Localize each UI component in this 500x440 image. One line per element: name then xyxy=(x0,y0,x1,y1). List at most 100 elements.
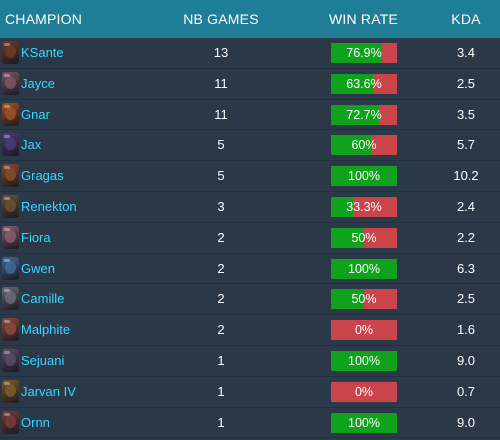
kda-value: 2.4 xyxy=(456,198,476,214)
champion-name[interactable]: Fiora xyxy=(21,229,51,245)
kda-value: 0.7 xyxy=(456,383,476,399)
gwen-portrait-icon xyxy=(2,256,19,280)
games-count: 2 xyxy=(217,322,225,338)
win-rate-label: 0% xyxy=(354,323,374,338)
table-row[interactable]: Jarvan IV 1 0% 0.7 xyxy=(0,377,500,408)
table-row[interactable]: Sejuani 1 100% 9.0 xyxy=(0,346,500,377)
win-rate-label: 76.9% xyxy=(346,46,382,60)
win-rate-label: 0% xyxy=(354,384,374,399)
games-count: 5 xyxy=(217,168,225,184)
champion-name[interactable]: Camille xyxy=(21,291,65,307)
gnar-portrait-icon xyxy=(2,102,19,126)
jarvan-iv-portrait-icon xyxy=(2,379,19,403)
win-rate-bar: 100% xyxy=(331,258,397,279)
champion-name[interactable]: Gwen xyxy=(21,260,55,276)
table-row[interactable]: Gwen 2 100% 6.3 xyxy=(0,254,500,285)
win-rate-fill xyxy=(331,104,379,125)
win-rate-fill xyxy=(331,289,364,310)
kda-value: 3.4 xyxy=(456,45,476,60)
table-row[interactable]: Malphite 2 0% 1.6 xyxy=(0,315,500,346)
table-row[interactable]: Camille 2 50% 2.5 xyxy=(0,284,500,316)
champion-name[interactable]: Jarvan IV xyxy=(21,383,76,399)
win-rate-bar: 76.9% xyxy=(331,43,397,63)
games-count: 2 xyxy=(217,291,225,307)
kda-value: 6.3 xyxy=(456,260,476,276)
renekton-portrait-icon xyxy=(2,194,19,218)
games-count: 1 xyxy=(217,414,225,430)
games-count: 2 xyxy=(217,229,225,245)
fiora-portrait-icon xyxy=(2,225,19,249)
kda-value: 9.0 xyxy=(456,414,476,430)
games-count: 2 xyxy=(217,260,225,276)
champion-name[interactable]: Jayce xyxy=(21,75,55,91)
win-rate-bar: 33.3% xyxy=(331,196,397,217)
table-row[interactable]: Gragas 5 100% 10.2 xyxy=(0,161,500,192)
win-rate-fill xyxy=(331,350,397,371)
table-row[interactable]: Fiora 2 50% 2.2 xyxy=(0,223,500,254)
win-rate-fill xyxy=(331,43,382,63)
ornn-portrait-icon xyxy=(2,410,19,434)
win-rate-label: 100% xyxy=(348,261,380,276)
win-rate-label: 50% xyxy=(351,230,377,245)
champion-name[interactable]: Renekton xyxy=(21,198,77,214)
table-row[interactable]: Gnar 11 72.7% 3.5 xyxy=(0,100,500,131)
camille-portrait-icon xyxy=(2,287,19,311)
win-rate-label: 60% xyxy=(351,138,377,153)
win-rate-bar: 60% xyxy=(331,135,397,156)
win-rate-bar: 50% xyxy=(331,227,397,248)
table-row[interactable]: Jayce 11 63.6% 2.5 xyxy=(0,69,500,100)
win-rate-label: 72.7% xyxy=(346,107,382,122)
games-count: 13 xyxy=(213,45,229,60)
champion-name[interactable]: KSante xyxy=(21,45,64,60)
games-count: 5 xyxy=(217,137,225,153)
champion-name[interactable]: Jax xyxy=(21,137,42,153)
kda-value: 2.2 xyxy=(456,229,476,245)
kda-value: 2.5 xyxy=(456,75,476,91)
win-rate-bar: 0% xyxy=(331,320,397,341)
jax-portrait-icon xyxy=(2,133,19,157)
win-rate-fill xyxy=(331,73,373,94)
win-rate-fill xyxy=(331,227,364,248)
gragas-portrait-icon xyxy=(2,164,19,188)
column-header-kda[interactable]: KDA xyxy=(451,11,481,27)
win-rate-label: 33.3% xyxy=(346,199,382,214)
kda-value: 9.0 xyxy=(456,352,476,368)
win-rate-label: 63.6% xyxy=(346,76,382,91)
win-rate-fill xyxy=(331,196,353,217)
win-rate-label: 100% xyxy=(348,169,380,184)
column-header-games[interactable]: NB GAMES xyxy=(183,11,259,27)
games-count: 11 xyxy=(214,106,228,122)
win-rate-label: 50% xyxy=(351,292,377,307)
win-rate-bar: 100% xyxy=(331,350,397,371)
champion-name[interactable]: Sejuani xyxy=(21,352,65,368)
win-rate-fill xyxy=(331,166,397,187)
games-count: 1 xyxy=(217,352,225,368)
win-rate-label: 100% xyxy=(348,353,380,368)
win-rate-bar: 50% xyxy=(331,289,397,310)
win-rate-bar: 100% xyxy=(331,412,397,433)
table-row[interactable]: Renekton 3 33.3% 2.4 xyxy=(0,192,500,223)
win-rate-fill xyxy=(331,135,371,156)
champion-name[interactable]: Malphite xyxy=(21,322,71,338)
win-rate-bar: 100% xyxy=(331,166,397,187)
games-count: 1 xyxy=(217,383,225,399)
win-rate-bar: 63.6% xyxy=(331,73,397,94)
kda-value: 3.5 xyxy=(456,106,476,122)
sejuani-portrait-icon xyxy=(2,348,19,372)
table-row[interactable]: Ornn 1 100% 9.0 xyxy=(0,408,500,439)
jayce-portrait-icon xyxy=(2,71,19,95)
champion-name[interactable]: Ornn xyxy=(21,414,50,430)
table-body: KSante 13 76.9% 3.4 Jayce 11 63.6% 2.5 Gnar 11 72.… xyxy=(0,38,500,439)
column-header-win-rate[interactable]: WIN RATE xyxy=(328,11,398,27)
kda-value: 1.6 xyxy=(456,322,476,338)
column-header-champion[interactable]: CHAMPION xyxy=(5,11,83,27)
champion-name[interactable]: Gnar xyxy=(21,106,50,122)
kda-value: 10.2 xyxy=(453,168,479,184)
win-rate-bar: 72.7% xyxy=(331,104,397,125)
win-rate-label: 100% xyxy=(348,415,380,430)
table-row[interactable]: Jax 5 60% 5.7 xyxy=(0,130,500,162)
table-row[interactable]: KSante 13 76.9% 3.4 xyxy=(0,38,500,69)
games-count: 3 xyxy=(217,198,225,214)
table-header: CHAMPION NB GAMES WIN RATE KDA xyxy=(0,0,500,38)
champion-name[interactable]: Gragas xyxy=(21,168,64,184)
